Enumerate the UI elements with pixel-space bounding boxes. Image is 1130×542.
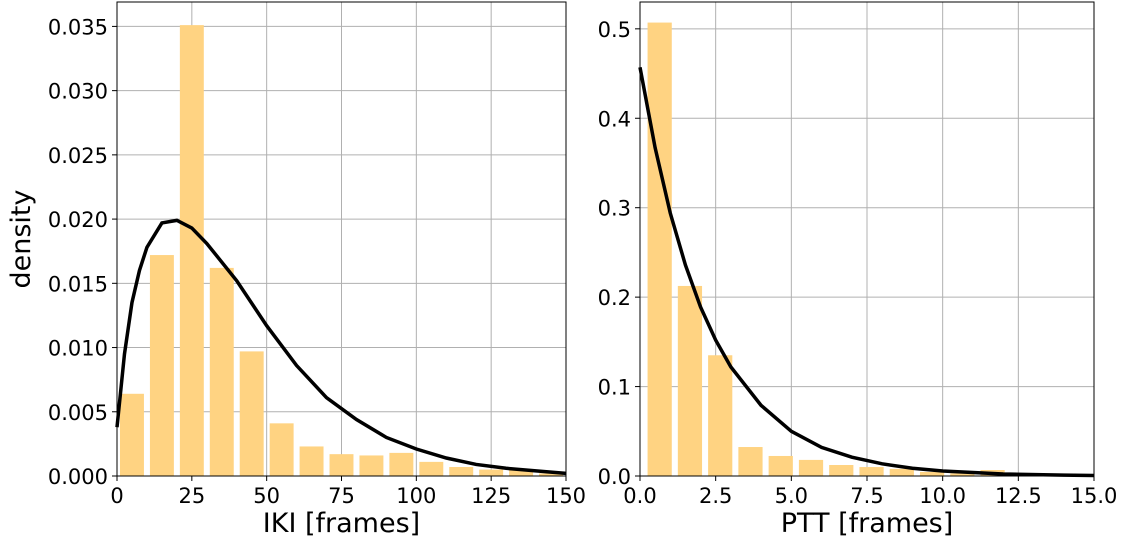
x-tick-label: 15.0: [1071, 484, 1118, 508]
x-tick-label: 10.0: [919, 484, 966, 508]
y-tick-label: 0.015: [48, 272, 108, 296]
x-tick-label: 25: [178, 484, 205, 508]
bar: [829, 464, 854, 476]
y-tick-label: 0.5: [598, 18, 631, 42]
y-tick-label: 0.020: [48, 208, 108, 232]
axes-frame: [116, 1, 567, 477]
x-tick-label: 0: [110, 484, 123, 508]
y-tick-label: 0.3: [598, 197, 631, 221]
bar: [119, 393, 144, 476]
fit-line: [115, 218, 567, 476]
bar: [708, 355, 733, 476]
y-tick-label: 0.0: [598, 465, 631, 489]
bar: [269, 423, 294, 476]
x-tick-label: 2.5: [699, 484, 732, 508]
x-tick-label: 12.5: [995, 484, 1042, 508]
bar: [768, 455, 793, 476]
x-tick-label: 0.0: [623, 484, 656, 508]
bar: [239, 351, 264, 476]
x-axis-label: PTT [frames]: [781, 508, 954, 539]
bar: [647, 22, 672, 476]
x-tick-label: 7.5: [850, 484, 883, 508]
y-axis-label: density: [6, 189, 37, 288]
bar: [149, 255, 174, 476]
bar: [950, 473, 975, 476]
bar: [329, 454, 354, 476]
bar: [179, 25, 204, 477]
y-tick-label: 0.000: [48, 465, 108, 489]
y-tick-label: 0.005: [48, 401, 108, 425]
x-axis-label: IKI [frames]: [263, 508, 420, 539]
bar: [539, 473, 564, 476]
bar: [509, 469, 534, 476]
bar: [479, 469, 504, 476]
y-tick-label: 0.035: [48, 15, 108, 39]
bar: [419, 461, 444, 476]
y-tick-label: 0.010: [48, 337, 108, 361]
bar: [449, 467, 474, 476]
bar: [889, 468, 914, 476]
y-tick-label: 0.030: [48, 80, 108, 104]
y-tick-label: 0.4: [598, 107, 631, 131]
x-tick-label: 100: [396, 484, 436, 508]
x-tick-label: 75: [328, 484, 355, 508]
x-tick-label: 125: [471, 484, 511, 508]
y-tick-label: 0.025: [48, 144, 108, 168]
bar: [209, 267, 234, 476]
x-tick-label: 50: [253, 484, 280, 508]
axes-frame: [639, 1, 1095, 477]
bar: [798, 459, 824, 476]
bar: [738, 447, 763, 476]
bar: [389, 452, 414, 476]
x-tick-label: 150: [546, 484, 586, 508]
bar: [859, 467, 884, 476]
bar: [359, 455, 384, 476]
bar: [299, 446, 324, 476]
x-tick-label: 5.0: [775, 484, 808, 508]
fit-line: [638, 66, 1095, 478]
bar: [919, 471, 945, 476]
y-tick-label: 0.1: [598, 376, 631, 400]
bar: [677, 285, 703, 476]
y-tick-label: 0.2: [598, 286, 631, 310]
